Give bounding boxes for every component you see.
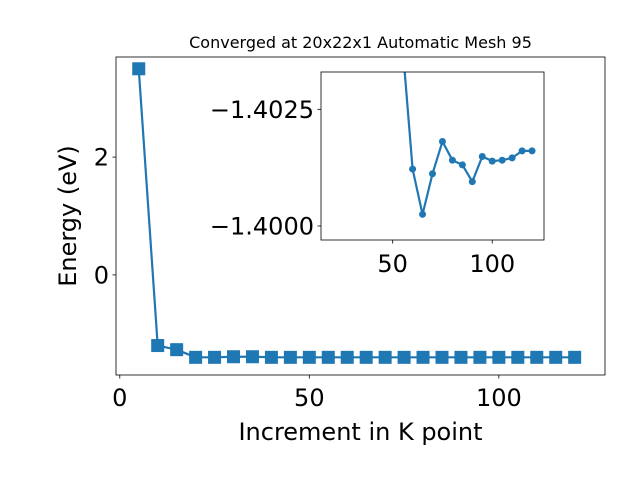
inset-data-point	[409, 165, 417, 173]
inset-data-point	[419, 210, 427, 218]
main-data-point	[321, 350, 335, 364]
inset-data-point	[518, 147, 526, 155]
main-data-point	[359, 350, 373, 364]
inset-data-point	[528, 147, 536, 155]
inset-series	[403, 72, 536, 218]
inset-data-point	[508, 154, 516, 162]
main-data-point	[511, 350, 525, 364]
main-series	[132, 62, 582, 364]
inset-clip-group	[403, 72, 536, 218]
inset-y-tick-label: −1.4025	[210, 96, 314, 124]
chart-title: Converged at 20x22x1 Automatic Mesh 95	[189, 33, 532, 52]
main-data-point	[549, 350, 563, 364]
main-y-tick-label: 2	[94, 144, 109, 172]
main-data-point	[151, 339, 165, 353]
inset-data-point	[478, 152, 486, 160]
main-ticks: 0 50 100 0 2	[94, 144, 522, 412]
main-data-point	[454, 350, 468, 364]
main-data-point	[473, 350, 487, 364]
main-data-point	[189, 350, 203, 364]
main-data-point	[302, 350, 316, 364]
inset-background	[321, 72, 544, 240]
x-axis-label: Increment in K point	[238, 418, 482, 446]
main-data-point	[378, 350, 392, 364]
main-x-tick-label: 100	[476, 384, 522, 412]
main-data-point	[170, 343, 184, 357]
inset-data-point	[498, 156, 506, 164]
inset-data-point	[488, 157, 496, 165]
main-data-point	[283, 350, 297, 364]
inset-data-point	[468, 178, 476, 186]
main-plot-frame	[115, 56, 606, 376]
main-data-point	[245, 350, 259, 364]
main-data-point	[227, 350, 241, 364]
main-data-point	[435, 350, 449, 364]
main-data-point	[530, 350, 544, 364]
inset-plot-frame	[320, 71, 545, 241]
main-data-point	[340, 350, 354, 364]
main-axes: 0 50 100 0 2	[94, 56, 606, 412]
inset-x-tick-label: 50	[377, 250, 408, 278]
main-x-tick-label: 0	[112, 384, 127, 412]
main-x-tick-label: 50	[294, 384, 325, 412]
main-data-point	[568, 350, 582, 364]
inset-axes: 50 100 −1.4000 −1.4025	[210, 71, 545, 278]
main-data-point	[132, 62, 146, 76]
inset-data-point	[438, 138, 446, 146]
main-data-point	[397, 350, 411, 364]
inset-data-point	[448, 156, 456, 164]
main-data-point	[208, 350, 222, 364]
inset-ticks: 50 100 −1.4000 −1.4025	[210, 96, 515, 278]
main-data-point	[492, 350, 506, 364]
main-data-point	[264, 350, 278, 364]
inset-y-tick-label: −1.4000	[210, 213, 314, 241]
y-axis-label: Energy (eV)	[54, 145, 82, 287]
inset-x-tick-label: 100	[469, 250, 515, 278]
inset-data-point	[429, 170, 436, 178]
inset-data-point	[458, 161, 466, 169]
main-data-point	[416, 350, 430, 364]
main-y-tick-label: 0	[94, 261, 109, 289]
